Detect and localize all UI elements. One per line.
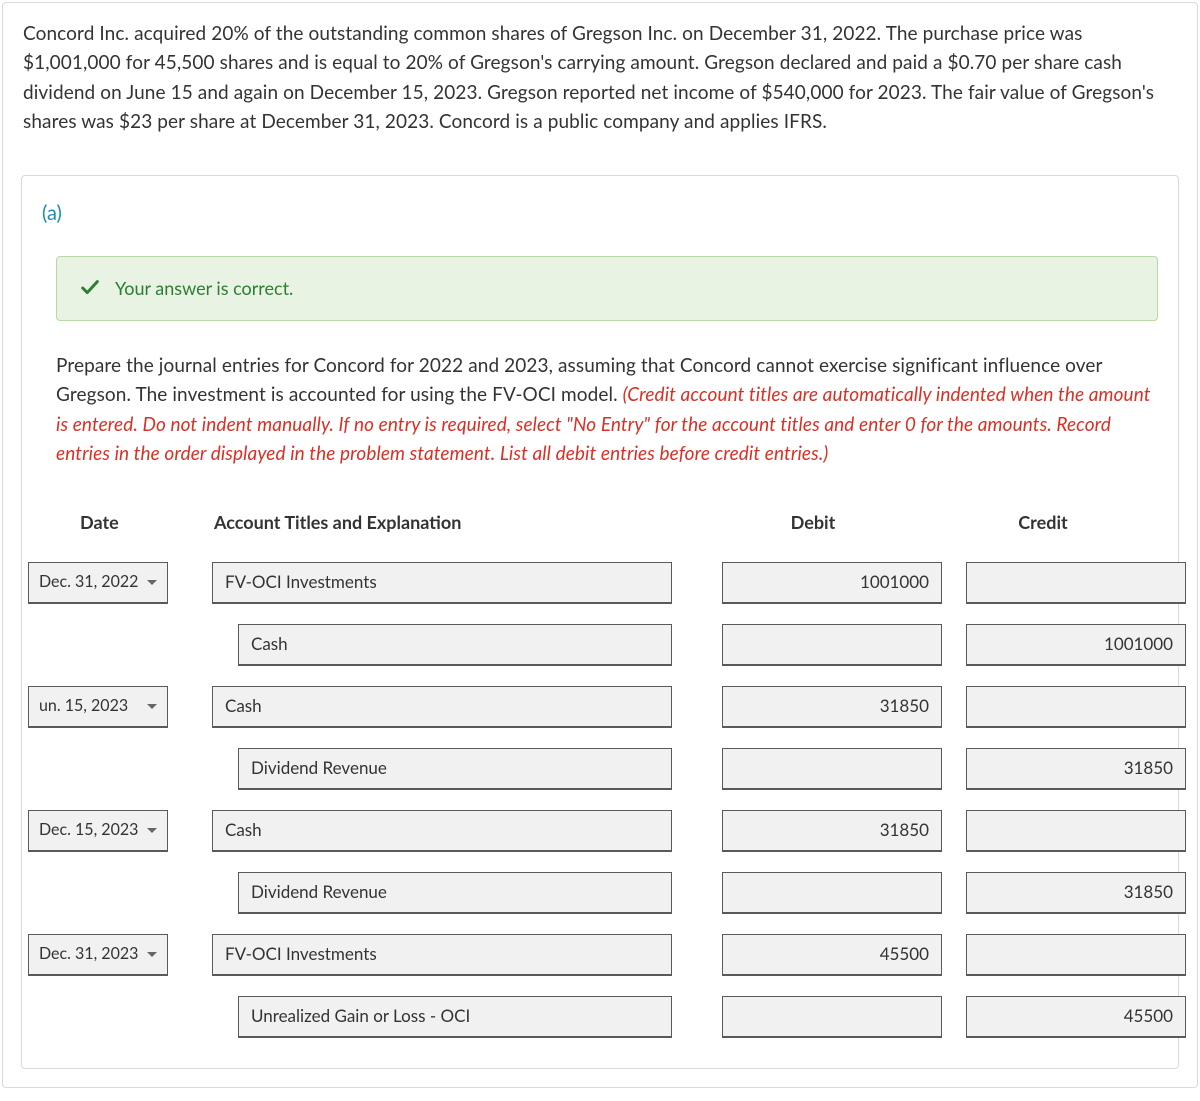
header-date: Date <box>56 493 206 552</box>
checkmark-icon <box>79 277 101 299</box>
table-row: Dec. 31, 2023FV-OCI Investments 45500 <box>56 924 1158 986</box>
date-cell: Dec. 15, 2023 <box>56 800 206 862</box>
debit-input[interactable]: 1001000 <box>722 562 942 604</box>
account-input[interactable]: FV-OCI Investments <box>212 562 672 604</box>
question-text: Concord Inc. acquired 20% of the outstan… <box>3 3 1197 157</box>
debit-cell: 31850 <box>698 800 928 862</box>
account-cell: Unrealized Gain or Loss - OCI <box>206 986 698 1048</box>
date-select[interactable]: Dec. 31, 2023 <box>28 934 168 976</box>
part-label: (a) <box>22 176 1178 256</box>
account-cell: FV-OCI Investments <box>206 552 698 614</box>
credit-cell <box>928 552 1158 614</box>
credit-input[interactable]: 31850 <box>966 748 1186 790</box>
credit-input[interactable]: 45500 <box>966 996 1186 1038</box>
instructions: Prepare the journal entries for Concord … <box>56 351 1158 469</box>
debit-input[interactable]: 31850 <box>722 810 942 852</box>
question-card: Concord Inc. acquired 20% of the outstan… <box>2 2 1198 1088</box>
header-credit: Credit <box>928 493 1158 552</box>
credit-input[interactable] <box>966 562 1186 604</box>
credit-cell <box>928 676 1158 738</box>
table-row: Cash 1001000 <box>56 614 1158 676</box>
header-debit: Debit <box>698 493 928 552</box>
credit-cell: 31850 <box>928 738 1158 800</box>
debit-cell <box>698 738 928 800</box>
journal-table: Date Account Titles and Explanation Debi… <box>56 493 1158 1048</box>
date-cell: un. 15, 2023 <box>56 676 206 738</box>
credit-cell: 1001000 <box>928 614 1158 676</box>
credit-cell <box>928 924 1158 986</box>
debit-input[interactable] <box>722 624 942 666</box>
account-input[interactable]: Unrealized Gain or Loss - OCI <box>238 996 672 1038</box>
date-cell <box>56 862 206 924</box>
debit-cell <box>698 862 928 924</box>
debit-cell: 45500 <box>698 924 928 986</box>
account-input[interactable]: FV-OCI Investments <box>212 934 672 976</box>
account-cell: Cash <box>206 614 698 676</box>
debit-cell: 31850 <box>698 676 928 738</box>
table-row: Dividend Revenue 31850 <box>56 862 1158 924</box>
credit-cell <box>928 800 1158 862</box>
date-select[interactable]: un. 15, 2023 <box>28 686 168 728</box>
account-input[interactable]: Dividend Revenue <box>238 872 672 914</box>
date-cell: Dec. 31, 2023 <box>56 924 206 986</box>
account-input[interactable]: Cash <box>212 686 672 728</box>
date-cell <box>56 614 206 676</box>
table-row: Dec. 15, 2023Cash 31850 <box>56 800 1158 862</box>
debit-cell <box>698 986 928 1048</box>
account-input[interactable]: Cash <box>238 624 672 666</box>
account-cell: Dividend Revenue <box>206 738 698 800</box>
part-card: (a) Your answer is correct. Prepare the … <box>21 175 1179 1069</box>
banner-text: Your answer is correct. <box>115 275 293 302</box>
debit-input[interactable] <box>722 748 942 790</box>
credit-input[interactable]: 31850 <box>966 872 1186 914</box>
account-input[interactable]: Cash <box>212 810 672 852</box>
debit-input[interactable] <box>722 996 942 1038</box>
credit-cell: 45500 <box>928 986 1158 1048</box>
table-row: Unrealized Gain or Loss - OCI 45500 <box>56 986 1158 1048</box>
date-cell: Dec. 31, 2022 <box>56 552 206 614</box>
credit-input[interactable]: 1001000 <box>966 624 1186 666</box>
part-body: Your answer is correct. Prepare the jour… <box>22 256 1178 1068</box>
debit-input[interactable]: 45500 <box>722 934 942 976</box>
debit-cell <box>698 614 928 676</box>
debit-cell: 1001000 <box>698 552 928 614</box>
debit-input[interactable] <box>722 872 942 914</box>
account-cell: FV-OCI Investments <box>206 924 698 986</box>
debit-input[interactable]: 31850 <box>722 686 942 728</box>
correct-banner: Your answer is correct. <box>56 256 1158 321</box>
date-cell <box>56 738 206 800</box>
date-select[interactable]: Dec. 31, 2022 <box>28 562 168 604</box>
account-cell: Cash <box>206 800 698 862</box>
account-cell: Cash <box>206 676 698 738</box>
credit-input[interactable] <box>966 686 1186 728</box>
credit-input[interactable] <box>966 934 1186 976</box>
credit-cell: 31850 <box>928 862 1158 924</box>
table-header-row: Date Account Titles and Explanation Debi… <box>56 493 1158 552</box>
table-row: un. 15, 2023Cash 31850 <box>56 676 1158 738</box>
table-row: Dec. 31, 2022FV-OCI Investments 1001000 <box>56 552 1158 614</box>
table-row: Dividend Revenue 31850 <box>56 738 1158 800</box>
date-cell <box>56 986 206 1048</box>
date-select[interactable]: Dec. 15, 2023 <box>28 810 168 852</box>
header-account: Account Titles and Explanation <box>206 493 698 552</box>
account-input[interactable]: Dividend Revenue <box>238 748 672 790</box>
credit-input[interactable] <box>966 810 1186 852</box>
account-cell: Dividend Revenue <box>206 862 698 924</box>
